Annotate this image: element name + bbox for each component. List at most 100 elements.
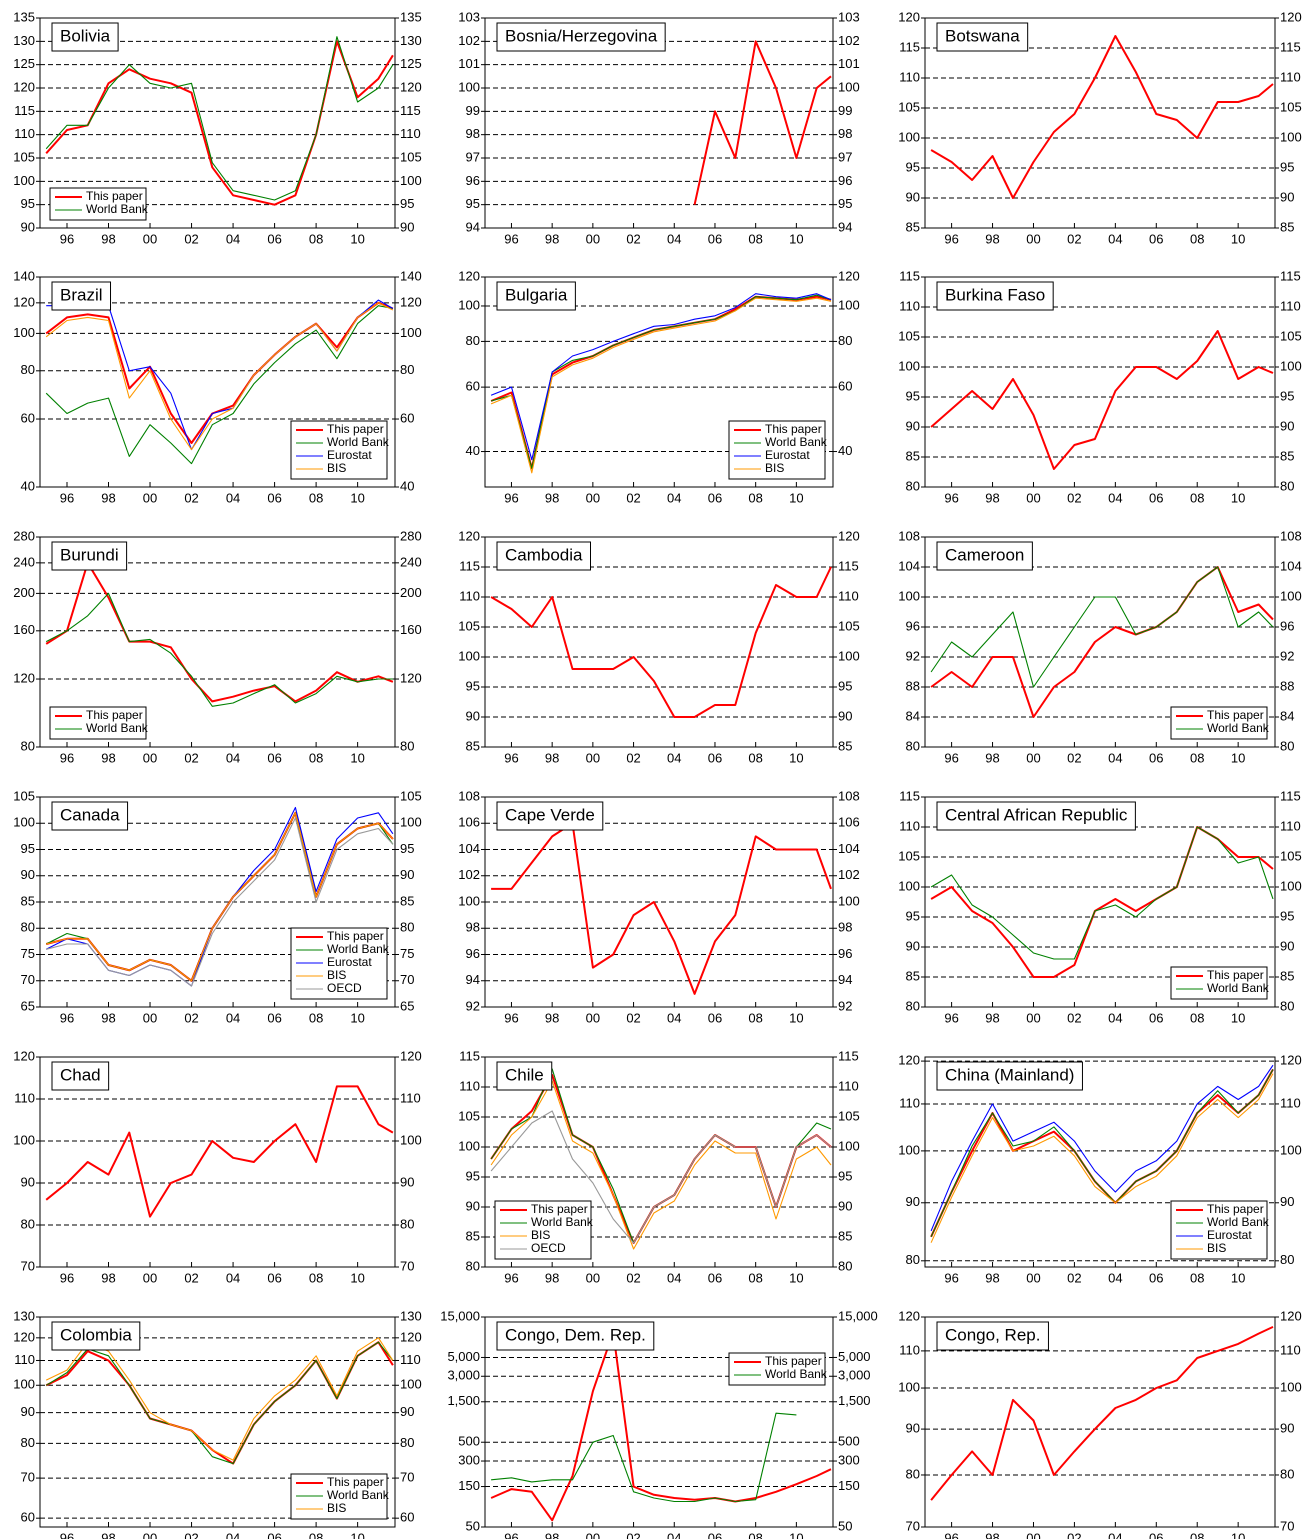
y-tick-label: 110 [899,1342,920,1357]
x-tick-label: 96 [60,1010,74,1025]
panel-title: Chile [505,1065,544,1084]
x-tick-label: 04 [1108,1010,1122,1025]
y2-tick-label: 75 [400,946,414,961]
x-tick-label: 00 [1026,1530,1040,1539]
y2-tick-label: 80 [1280,1252,1294,1267]
y2-tick-label: 120 [400,1048,422,1063]
x-tick-label: 02 [1067,750,1081,765]
y-tick-label: 70 [21,972,35,987]
y2-tick-label: 99 [838,103,852,118]
y-tick-label: 150 [458,1478,480,1493]
y2-tick-label: 90 [400,219,414,234]
x-tick-label: 04 [667,750,681,765]
series-line [46,817,394,987]
y-tick-label: 70 [21,1470,35,1485]
y2-tick-label: 100 [400,815,422,830]
x-tick-label: 10 [1231,1530,1245,1539]
y-tick-label: 85 [906,219,920,234]
panel: 40 40 60 60 80 80 100 100 120 120 96 98 00 02 04 06 08 10… [458,268,859,505]
x-tick-label: 98 [101,1530,115,1539]
x-tick-label: 08 [309,750,323,765]
x-tick-label: 04 [1108,750,1122,765]
legend-label: This paper [1207,968,1264,982]
x-tick-label: 02 [1067,1010,1081,1025]
legend-label: Eurostat [765,448,810,462]
x-tick-label: 98 [545,1530,559,1539]
legend-label: This paper [531,1202,588,1216]
x-tick-label: 02 [184,490,198,505]
x-tick-label: 96 [504,490,518,505]
y2-tick-label: 115 [1280,268,1301,283]
panel-title: Cameroon [945,545,1024,564]
y-tick-label: 15,000 [440,1308,480,1323]
x-tick-label: 08 [748,750,762,765]
y-tick-label: 96 [906,618,920,633]
x-tick-label: 98 [101,490,115,505]
y2-tick-label: 80 [1280,478,1294,493]
y2-tick-label: 120 [838,268,860,283]
y-tick-label: 300 [458,1452,480,1467]
y2-tick-label: 80 [1280,1466,1294,1481]
y-tick-label: 95 [906,388,920,403]
x-tick-label: 10 [350,231,364,246]
x-tick-label: 00 [143,750,157,765]
legend-label: World Bank [327,435,390,449]
x-tick-label: 00 [1026,490,1040,505]
y-tick-label: 90 [906,1194,920,1209]
x-tick-label: 08 [309,1010,323,1025]
x-tick-label: 06 [1149,1530,1163,1539]
x-tick-label: 04 [1108,231,1122,246]
x-tick-label: 02 [184,231,198,246]
y2-tick-label: 108 [838,788,860,803]
y2-tick-label: 96 [1280,618,1294,633]
x-tick-label: 96 [944,231,958,246]
y2-tick-label: 120 [1280,9,1302,24]
y2-tick-label: 90 [1280,418,1294,433]
y-tick-label: 105 [13,788,35,803]
y2-tick-label: 60 [400,410,414,425]
legend-label: World Bank [765,1367,828,1381]
y2-tick-label: 80 [400,1435,414,1450]
series-line [46,812,394,982]
y2-tick-label: 500 [838,1434,860,1449]
x-tick-label: 98 [545,750,559,765]
y2-tick-label: 102 [838,867,860,882]
y2-tick-label: 70 [400,972,414,987]
legend-label: OECD [531,1241,566,1255]
y2-tick-label: 120 [400,294,422,309]
x-tick-label: 96 [504,1010,518,1025]
legend-label: World Bank [1207,721,1270,735]
y2-tick-label: 80 [400,738,414,753]
y-tick-label: 120 [458,528,480,543]
y-tick-label: 70 [21,1258,35,1273]
y-tick-label: 110 [899,1095,920,1110]
y2-tick-label: 50 [838,1518,852,1533]
panel: 80 80 85 85 90 90 95 95 100 100 105 105 110 110 115 115… [898,788,1301,1025]
y2-tick-label: 300 [838,1452,860,1467]
x-tick-label: 00 [143,1010,157,1025]
y-tick-label: 90 [906,1421,920,1436]
y2-tick-label: 140 [400,268,422,283]
y2-tick-label: 5,000 [838,1349,871,1364]
panel: 80 80 84 84 88 88 92 92 96 96 100 100 104 104 108 108 96… [898,528,1301,765]
y-tick-label: 100 [458,893,480,908]
x-tick-label: 06 [708,750,722,765]
x-tick-label: 98 [985,750,999,765]
x-tick-label: 04 [667,490,681,505]
panel-title: Bosnia/Herzegovina [505,26,658,45]
y2-tick-label: 65 [400,998,414,1013]
y2-tick-label: 125 [400,56,422,71]
series-line [930,330,1274,470]
x-tick-label: 08 [309,231,323,246]
y-tick-label: 1,500 [447,1393,480,1408]
y2-tick-label: 85 [838,738,852,753]
legend-label: World Bank [86,202,149,216]
title-box [51,281,112,311]
panel-title: Colombia [60,1325,132,1344]
series-line [930,1325,1274,1501]
y-tick-label: 100 [898,1379,920,1394]
